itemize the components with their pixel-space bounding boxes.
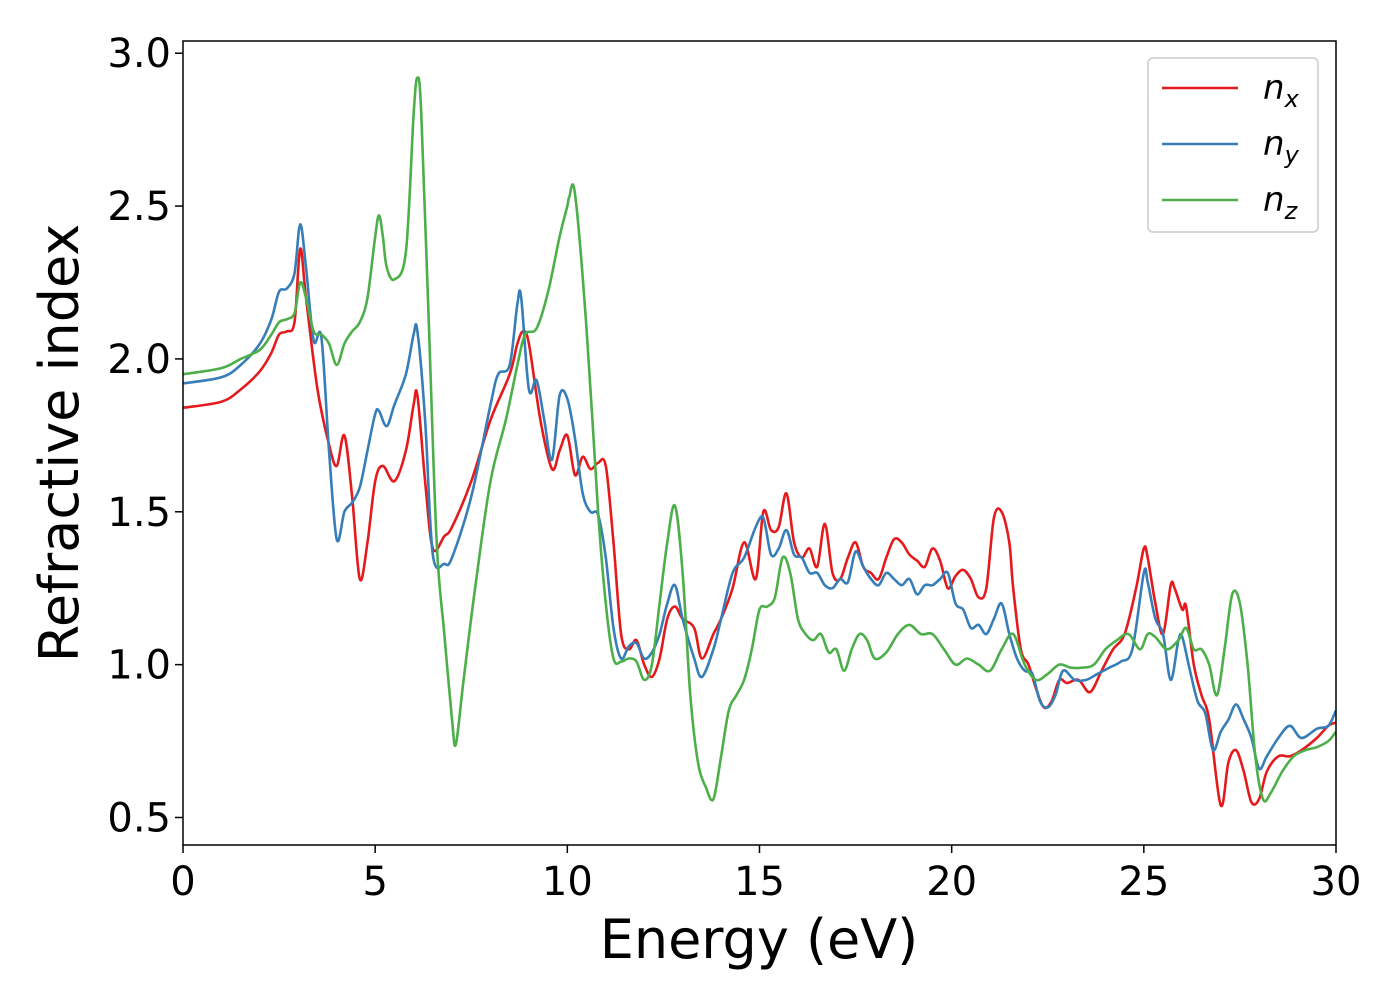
y-axis-ticks: 0.5 1.0 1.5 2.0 2.5 3.0: [107, 31, 183, 841]
plot-lines: [183, 76, 1336, 808]
y-tick-label: 1.5: [107, 490, 171, 536]
x-tick-label: 5: [362, 859, 387, 905]
y-tick-label: 1.0: [107, 643, 171, 689]
x-axis-title: Energy (eV): [600, 908, 919, 971]
series-line-x: [183, 247, 1336, 808]
x-tick-label: 10: [542, 859, 593, 905]
legend-label-y: ny: [1263, 124, 1300, 169]
y-tick-label: 2.0: [107, 337, 171, 383]
x-tick-label: 30: [1311, 859, 1362, 905]
legend-items: nx ny nz: [1162, 68, 1300, 225]
legend-label-z: nz: [1263, 180, 1299, 225]
x-tick-label: 15: [734, 859, 785, 905]
x-tick-label: 25: [1118, 859, 1169, 905]
y-tick-label: 2.5: [107, 184, 171, 230]
x-tick-label: 0: [170, 859, 195, 905]
x-axis-ticks: 0 5 10 15 20 25 30: [170, 845, 1361, 905]
legend: nx ny nz: [1147, 57, 1319, 233]
series-line-z: [183, 76, 1336, 803]
y-axis-title: Refractive index: [28, 224, 91, 663]
legend-label-x: nx: [1263, 68, 1300, 113]
y-tick-label: 3.0: [107, 31, 171, 77]
y-tick-label: 0.5: [107, 795, 171, 841]
x-tick-label: 20: [926, 859, 977, 905]
series-line-y: [183, 223, 1336, 771]
